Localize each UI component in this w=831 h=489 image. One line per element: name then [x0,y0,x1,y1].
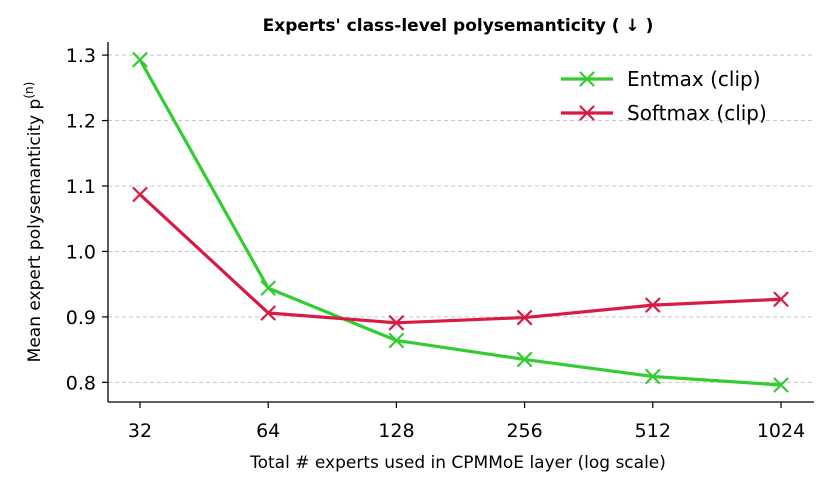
x-tick-label: 256 [506,420,542,442]
x-axis-ticks: 32 64 128 256 512 1024 [128,402,805,442]
data-point-softmax-clip [388,315,404,331]
y-axis-label-main: Mean expert polysemanticity p [25,99,45,363]
legend-label: Softmax (clip) [627,101,767,125]
data-point-softmax-clip [645,297,661,313]
x-tick-label: 1024 [757,420,805,442]
x-tick-label: 32 [128,420,152,442]
x-tick-label: 128 [378,420,414,442]
legend-marker [579,105,595,121]
y-tick-label: 1.2 [66,111,96,133]
series-line-softmax-clip [138,193,782,325]
data-point-entmax-clip [388,332,404,349]
data-point-softmax-clip [773,291,789,307]
series-line-entmax-clip [138,58,782,387]
y-tick-label: 0.8 [66,372,96,394]
data-point-entmax-clip [132,52,148,68]
y-axis-label: Mean expert polysemanticity p(n) [22,82,45,363]
chart-title: Experts' class-level polysemanticity ( ↓… [263,16,654,36]
legend: Entmax (clip) Softmax (clip) [561,67,767,125]
data-point-entmax-clip [773,377,789,393]
y-tick-label: 1.3 [66,45,96,67]
data-point-softmax-clip [516,309,533,326]
data-point-softmax-clip [132,186,148,203]
gridlines [108,54,814,383]
legend-marker [579,71,595,87]
y-tick-label: 0.9 [66,307,96,329]
data-point-entmax-clip [645,368,661,385]
y-axis-ticks: 0.8 0.9 1.0 1.1 1.2 1.3 [66,45,108,394]
legend-label: Entmax (clip) [627,67,761,91]
y-tick-label: 1.1 [66,176,96,198]
series-group [132,52,789,393]
y-axis-label-superscript: (n) [22,82,36,99]
x-axis-label: Total # experts used in CPMMoE layer (lo… [249,453,666,473]
y-tick-label: 1.0 [66,241,96,263]
data-point-entmax-clip [516,351,533,368]
x-tick-label: 64 [256,420,280,442]
data-point-softmax-clip [260,305,276,321]
x-tick-label: 512 [635,420,671,442]
data-point-entmax-clip [260,280,276,296]
